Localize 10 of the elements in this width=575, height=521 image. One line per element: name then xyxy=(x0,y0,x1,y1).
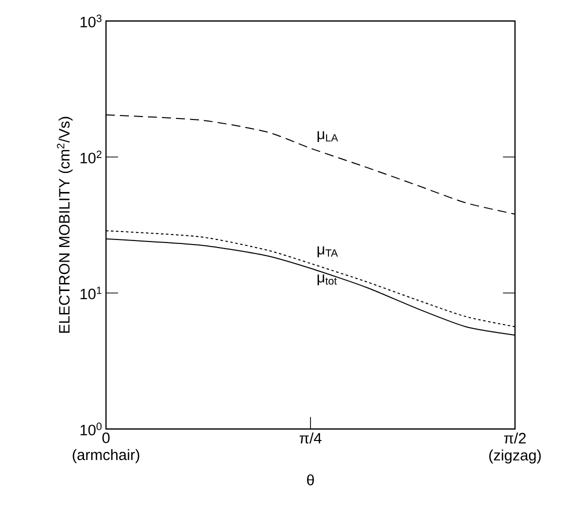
annotation: μ$_{TA}$ xyxy=(318,246,338,258)
annotation: μ$_{LA}$ xyxy=(318,131,338,142)
y-tick-label: 10$^{3}$ xyxy=(80,14,102,28)
x-axis-title: θ xyxy=(307,474,314,486)
x-tick-label: π/4 xyxy=(300,432,322,444)
y-tick-label: 10$^{1}$ xyxy=(80,286,102,300)
x-tick-label: π/2 (zigzag) xyxy=(489,432,541,464)
y-tick-label: 10$^{2}$ xyxy=(80,150,102,164)
annotation: μ$_{tot}$ xyxy=(318,274,337,286)
y-axis-title: ELECTRON MOBILITY (cm$^{2}$/Vs) xyxy=(56,116,73,333)
